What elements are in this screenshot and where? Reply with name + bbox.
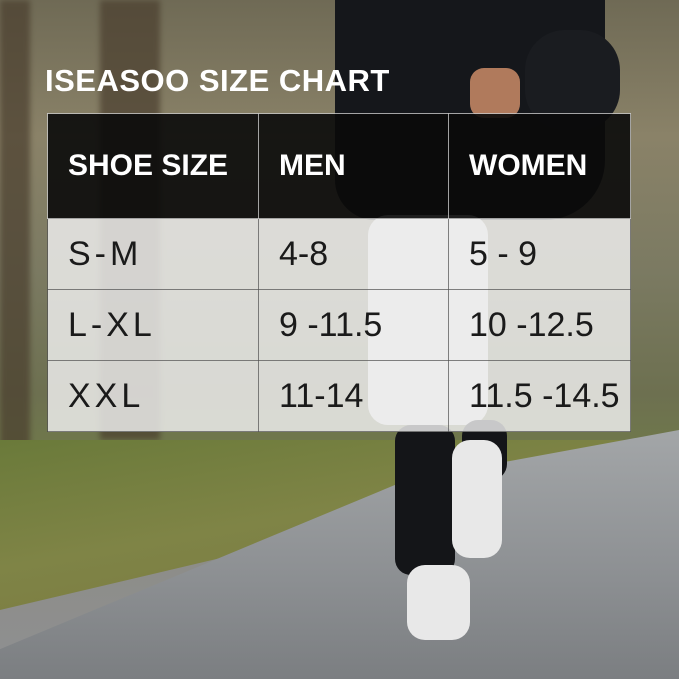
table-row: XXL 11-14 11.5 -14.5 xyxy=(47,360,631,432)
cell-women: 11.5 -14.5 xyxy=(448,360,631,432)
cell-men: 4-8 xyxy=(258,218,449,290)
cell-women: 10 -12.5 xyxy=(448,289,631,361)
table-header-row: SHOE SIZE MEN WOMEN xyxy=(47,113,631,219)
cell-men: 11-14 xyxy=(258,360,449,432)
runner-hand xyxy=(470,68,520,118)
cell-women: 5 - 9 xyxy=(448,218,631,290)
header-women: WOMEN xyxy=(448,113,631,219)
cell-size: S-M xyxy=(47,218,259,290)
header-men: MEN xyxy=(258,113,449,219)
chart-title: ISEASOO SIZE CHART xyxy=(45,63,390,98)
cell-size: L-XL xyxy=(47,289,259,361)
runner-leg-lower xyxy=(395,425,455,575)
table-row: L-XL 9 -11.5 10 -12.5 xyxy=(47,289,631,361)
table-row: S-M 4-8 5 - 9 xyxy=(47,218,631,290)
cell-men: 9 -11.5 xyxy=(258,289,449,361)
size-chart-table: SHOE SIZE MEN WOMEN S-M 4-8 5 - 9 L-XL 9… xyxy=(47,113,631,432)
tree-trunk xyxy=(0,0,30,450)
header-shoe-size: SHOE SIZE xyxy=(47,113,259,219)
runner-shoe xyxy=(407,565,470,640)
cell-size: XXL xyxy=(47,360,259,432)
runner-shoe xyxy=(452,440,502,558)
